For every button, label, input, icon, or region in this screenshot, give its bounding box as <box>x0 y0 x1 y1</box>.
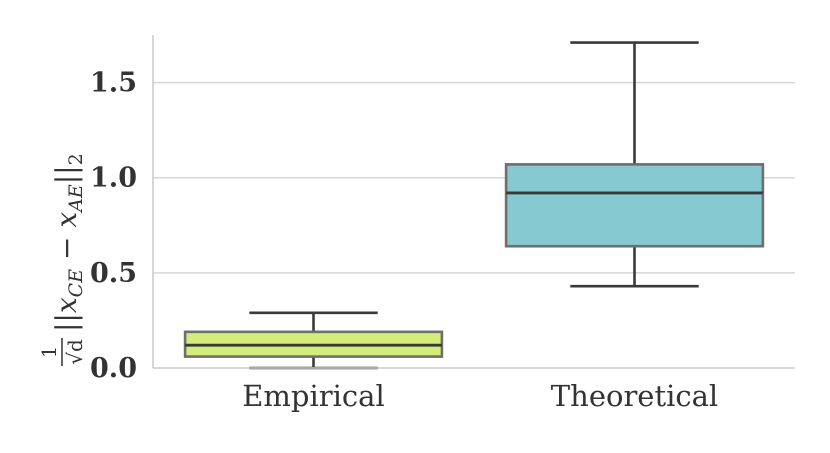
y-axis-label: 1 √d ||xCE − xAE||2 <box>37 153 87 366</box>
y-label-sub-ce: CE <box>65 269 87 298</box>
y-label-frac-denominator: √d <box>63 339 87 365</box>
y-label-frac-numerator: 1 <box>37 346 61 359</box>
y-label-sub-ae: AE <box>65 184 87 214</box>
x-tick-label: Empirical <box>242 379 384 413</box>
axes <box>152 35 795 369</box>
x-tick-label: Theoretical <box>551 379 718 413</box>
box-series <box>183 41 765 370</box>
y-label-minus: − x <box>50 212 83 269</box>
box-iqr <box>504 163 765 248</box>
y-tick-label: 0.0 <box>90 353 137 384</box>
box-empirical <box>183 311 444 370</box>
y-tick-label: 1.0 <box>90 163 137 194</box>
y-label-sub-2: 2 <box>65 153 87 165</box>
y-label-expression: ||xCE − xAE||2 <box>50 153 87 332</box>
y-tick-label: 1.5 <box>90 68 137 99</box>
y-label-norm-close: || <box>50 165 83 184</box>
y-tick-label: 0.5 <box>90 258 137 289</box>
x-tick-labels: Empirical Theoretical <box>242 379 718 413</box>
y-tick-labels: 0.0 0.5 1.0 1.5 <box>90 68 137 384</box>
y-label-norm-open: ||x <box>50 297 83 332</box>
box-theoretical <box>504 41 765 288</box>
